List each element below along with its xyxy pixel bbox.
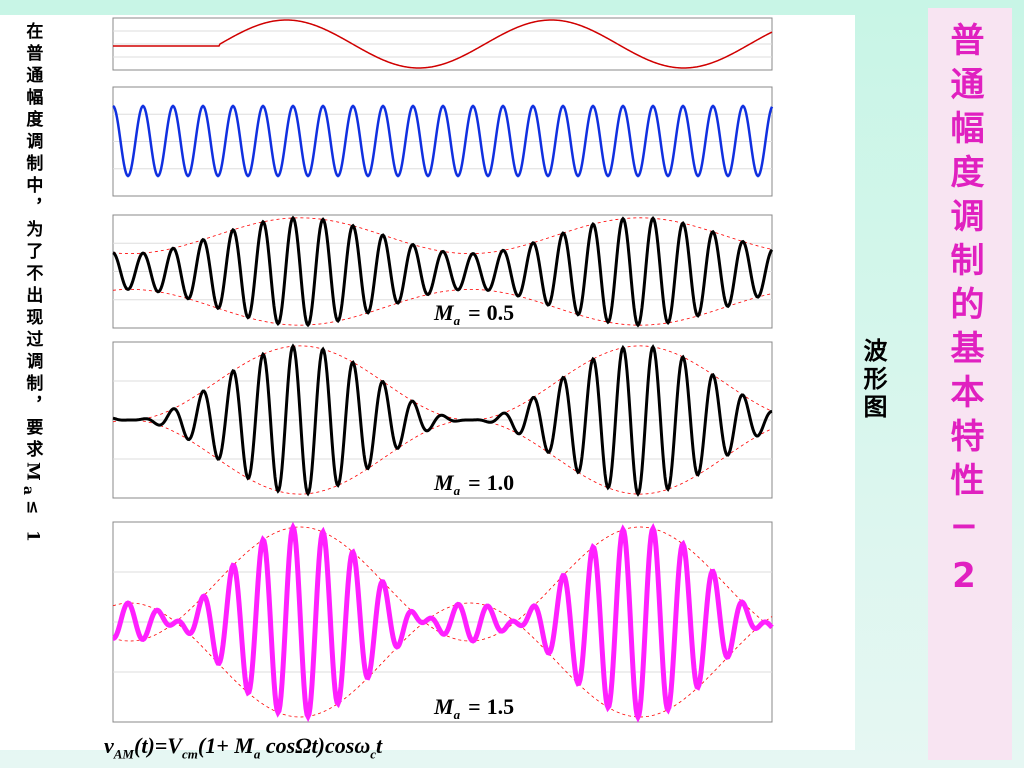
- panel-label: Ma = 1.5: [433, 694, 514, 722]
- note-symbol: M: [22, 462, 43, 486]
- modulating-wave: [113, 19, 773, 69]
- formula-text: cosΩt)cosω: [260, 733, 371, 758]
- panel-label: Ma = 0.5: [433, 300, 514, 328]
- envelope: [112, 419, 773, 495]
- note-condition: ≤ 1: [22, 500, 43, 548]
- formula-subscript: a: [253, 746, 261, 762]
- label-subscript: a: [454, 707, 461, 722]
- label-equals: =: [468, 470, 481, 495]
- envelope: [112, 217, 773, 255]
- am-wave: [112, 215, 774, 328]
- content-area: [0, 15, 855, 750]
- am-wave: [112, 521, 774, 723]
- label-value: 1.5: [487, 694, 515, 719]
- formula-subscript: cm: [181, 746, 198, 762]
- note-subscript: a: [20, 485, 36, 501]
- note: 在普通幅度调制中，为了不出现过调制，要求Ma≤ 1: [20, 22, 45, 547]
- side-label: 波形图: [859, 338, 888, 422]
- am-wave: [112, 343, 773, 497]
- formula-subscript: AM: [113, 746, 134, 762]
- envelope: [112, 602, 773, 718]
- label-value: 0.5: [487, 300, 515, 325]
- envelope: [112, 288, 773, 326]
- formula-subscript: c: [370, 746, 377, 762]
- panel-label: Ma = 1.0: [433, 470, 514, 498]
- envelope: [112, 345, 773, 421]
- label-value: 1.0: [487, 470, 515, 495]
- formula-text: (t)=V: [134, 733, 182, 758]
- formula-text: t: [376, 733, 383, 758]
- label-symbol: M: [433, 300, 455, 325]
- formula: vAM(t)=Vcm(1+ Ma cosΩt)cosωct: [104, 733, 382, 762]
- label-equals: =: [468, 694, 481, 719]
- label-subscript: a: [454, 313, 461, 328]
- formula-text: v: [104, 733, 114, 758]
- label-equals: =: [468, 300, 481, 325]
- label-symbol: M: [433, 694, 455, 719]
- label-subscript: a: [454, 483, 461, 498]
- title-panel: [928, 8, 1012, 760]
- note-text: 在普通幅度调制中，为了不出现过调制，要求: [22, 22, 43, 462]
- carrier-wave: [112, 104, 774, 178]
- slide-title: 普通幅度调制的基本特性−2: [944, 22, 984, 606]
- formula-text: (1+ M: [197, 733, 254, 758]
- label-symbol: M: [433, 470, 455, 495]
